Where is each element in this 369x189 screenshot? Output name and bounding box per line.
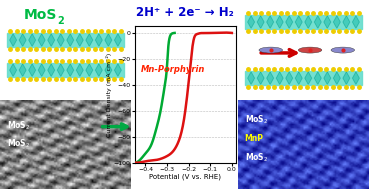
Polygon shape [38,64,45,76]
Polygon shape [324,72,331,84]
Text: MoS$_2$: MoS$_2$ [245,152,268,164]
Ellipse shape [331,47,355,53]
Ellipse shape [259,47,283,53]
Polygon shape [267,16,273,28]
Polygon shape [48,64,55,76]
Polygon shape [296,16,302,28]
Polygon shape [257,16,264,28]
Text: Mn-Porphyrin: Mn-Porphyrin [141,65,206,74]
Polygon shape [105,64,112,76]
Polygon shape [343,16,350,28]
Polygon shape [19,64,26,76]
X-axis label: Potential (V vs. RHE): Potential (V vs. RHE) [149,173,221,180]
Polygon shape [29,34,35,46]
Polygon shape [10,34,16,46]
Polygon shape [58,64,64,76]
Polygon shape [58,34,64,46]
Polygon shape [86,34,93,46]
Polygon shape [286,16,293,28]
Polygon shape [115,34,121,46]
Text: MoS: MoS [24,8,57,22]
Text: MoS$_2$: MoS$_2$ [7,137,30,150]
Polygon shape [314,16,321,28]
Polygon shape [324,16,331,28]
Polygon shape [86,64,93,76]
Polygon shape [96,34,102,46]
Text: MnP: MnP [245,134,263,143]
Polygon shape [314,72,321,84]
Polygon shape [276,16,283,28]
Text: 2: 2 [57,16,64,26]
Polygon shape [105,34,112,46]
Polygon shape [76,64,83,76]
Polygon shape [7,33,124,47]
Polygon shape [245,15,362,29]
Polygon shape [115,64,121,76]
Polygon shape [248,72,254,84]
Y-axis label: Current Density (mA cm⁻²): Current Density (mA cm⁻²) [106,52,112,137]
Polygon shape [334,72,340,84]
Polygon shape [29,64,35,76]
Polygon shape [10,64,16,76]
Polygon shape [67,64,73,76]
Polygon shape [7,63,124,77]
Text: MoS$_2$: MoS$_2$ [7,120,30,132]
Ellipse shape [298,47,322,53]
Polygon shape [276,72,283,84]
Polygon shape [48,34,55,46]
Polygon shape [334,16,340,28]
Polygon shape [353,72,359,84]
Polygon shape [296,72,302,84]
Polygon shape [286,72,293,84]
Polygon shape [96,64,102,76]
Text: 2H⁺ + 2e⁻ → H₂: 2H⁺ + 2e⁻ → H₂ [137,6,234,19]
Polygon shape [19,34,26,46]
Polygon shape [305,72,311,84]
Polygon shape [353,16,359,28]
Polygon shape [67,34,73,46]
Polygon shape [245,71,362,85]
Polygon shape [248,16,254,28]
Polygon shape [267,72,273,84]
Polygon shape [343,72,350,84]
Polygon shape [305,16,311,28]
Text: MoS$_2$: MoS$_2$ [245,113,268,126]
Polygon shape [76,34,83,46]
Polygon shape [257,72,264,84]
Polygon shape [38,34,45,46]
